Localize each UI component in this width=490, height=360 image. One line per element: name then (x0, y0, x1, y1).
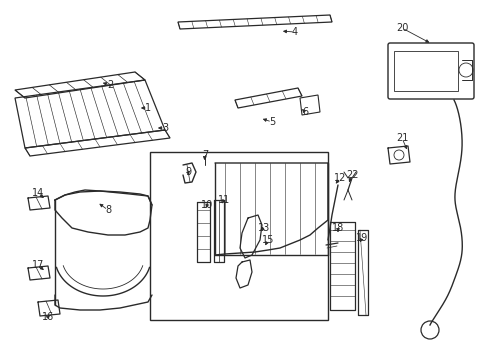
Text: 1: 1 (145, 103, 151, 113)
Text: 8: 8 (105, 205, 111, 215)
Text: 7: 7 (202, 150, 208, 160)
Bar (150, 152, 328, 320)
Text: 2: 2 (107, 80, 113, 90)
Text: 13: 13 (258, 223, 270, 233)
Text: 15: 15 (262, 235, 274, 245)
Text: 3: 3 (162, 123, 168, 133)
Bar (394, 51, 458, 91)
Text: 4: 4 (292, 27, 298, 37)
Text: 20: 20 (396, 23, 408, 33)
Text: 11: 11 (218, 195, 230, 205)
Text: 12: 12 (334, 173, 346, 183)
Text: 14: 14 (32, 188, 44, 198)
Text: 22: 22 (346, 170, 358, 180)
Text: 16: 16 (42, 312, 54, 322)
Text: 19: 19 (356, 233, 368, 243)
Text: 21: 21 (396, 133, 408, 143)
Text: 18: 18 (332, 223, 344, 233)
Text: 6: 6 (302, 107, 308, 117)
Text: 9: 9 (185, 167, 191, 177)
Text: 17: 17 (32, 260, 44, 270)
Text: 10: 10 (201, 200, 213, 210)
Text: 5: 5 (269, 117, 275, 127)
